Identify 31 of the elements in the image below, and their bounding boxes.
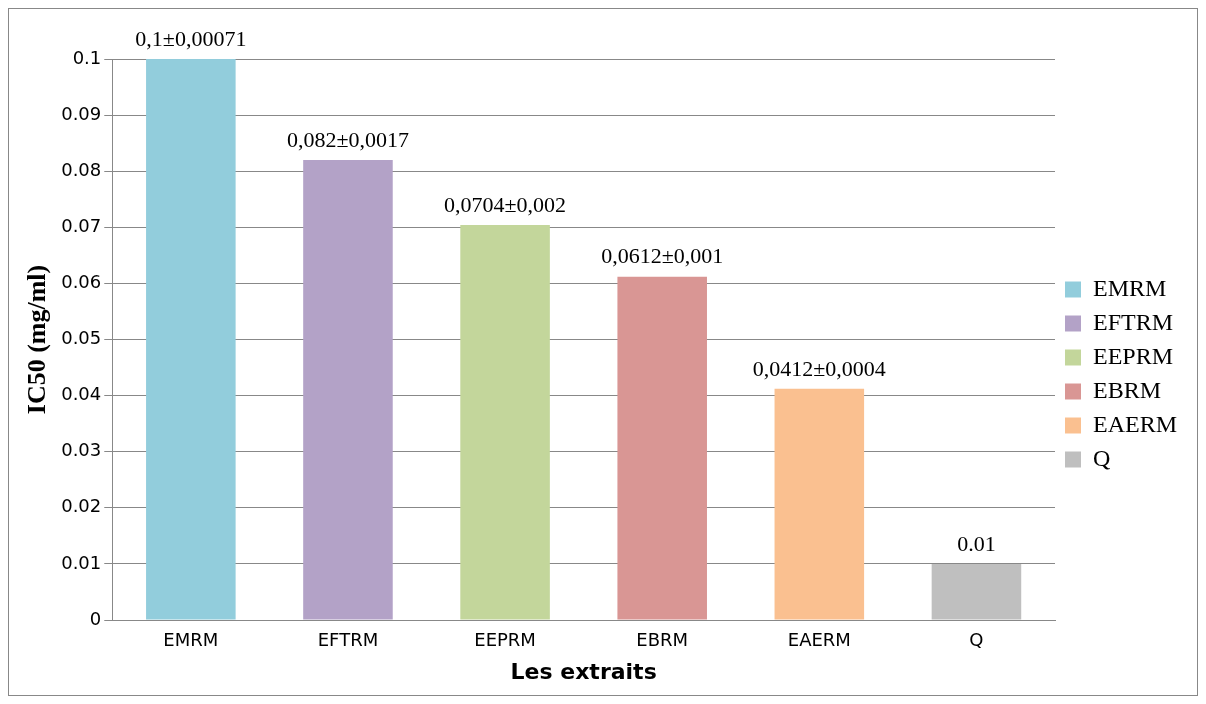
legend-label: EBRM	[1093, 376, 1162, 403]
x-tick-label: EFTRM	[317, 629, 379, 651]
y-tick-label: 0	[89, 607, 102, 629]
data-label: 0,0704±0,002	[444, 191, 567, 217]
legend-label: EFTRM	[1093, 308, 1174, 335]
y-tick-label: 0.06	[61, 271, 102, 293]
y-tick-label: 0.07	[61, 214, 102, 236]
legend-label: EEPRM	[1093, 342, 1174, 369]
y-tick-label: 0.04	[61, 383, 102, 405]
legend-label: EAERM	[1093, 410, 1177, 437]
data-label: 0,0612±0,001	[601, 243, 724, 269]
x-tick-label: EEPRM	[474, 629, 536, 651]
y-axis-title: IC50 (mg/ml)	[22, 264, 52, 415]
y-tick-label: 0.03	[61, 439, 102, 461]
x-tick-label: EMRM	[163, 629, 219, 651]
data-label: 0,1±0,00071	[135, 25, 247, 51]
x-axis-title: Les extraits	[510, 658, 657, 684]
x-tick-label: Q	[969, 629, 984, 651]
y-tick-label: 0.08	[61, 158, 102, 180]
y-tick-label: 0.01	[61, 551, 102, 573]
data-label: 0.01	[957, 530, 996, 556]
y-tick-label: 0.1	[72, 46, 102, 68]
legend-label: EMRM	[1093, 274, 1167, 301]
x-tick-label: EAERM	[787, 629, 851, 651]
data-label: 0,0412±0,0004	[752, 355, 886, 381]
legend-label: Q	[1093, 444, 1111, 471]
data-label: 0,082±0,0017	[286, 126, 409, 152]
x-tick-label: EBRM	[636, 629, 689, 651]
y-tick-label: 0.05	[61, 327, 102, 349]
y-tick-label: 0.02	[61, 495, 102, 517]
y-tick-label: 0.09	[61, 102, 102, 124]
